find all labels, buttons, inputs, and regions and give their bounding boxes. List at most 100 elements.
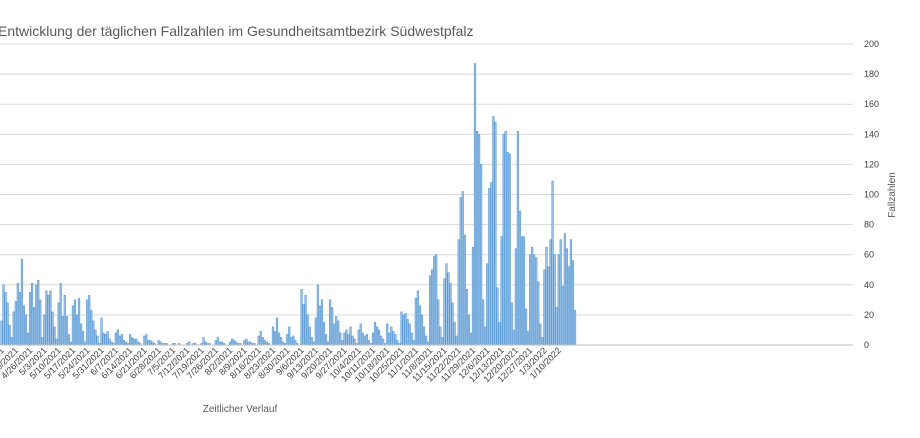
bar <box>320 299 324 346</box>
bar <box>26 332 30 346</box>
bar <box>135 338 138 346</box>
bar <box>12 311 15 346</box>
bar <box>33 307 36 346</box>
bar <box>96 335 99 346</box>
bar <box>545 246 548 346</box>
bar <box>461 191 464 346</box>
bar <box>551 180 554 346</box>
bar <box>486 263 489 346</box>
bar <box>512 329 515 346</box>
bar <box>92 320 95 346</box>
chart-title: Entwicklung der täglichen Fallzahlen im … <box>0 23 473 39</box>
bar <box>335 316 338 346</box>
bar <box>77 298 81 346</box>
bar <box>61 316 64 346</box>
bar <box>128 334 132 346</box>
bar <box>424 335 428 346</box>
bar <box>37 279 40 346</box>
bar <box>8 325 11 346</box>
bar <box>482 299 485 346</box>
y-tick-label: 20 <box>864 310 874 320</box>
bar <box>120 334 124 346</box>
bar <box>22 305 26 346</box>
bar <box>465 289 468 346</box>
bar <box>73 299 77 346</box>
bar <box>480 164 483 346</box>
bar <box>508 153 511 346</box>
bar <box>533 254 536 346</box>
bar <box>10 337 13 346</box>
bar <box>420 314 424 346</box>
bar <box>31 282 34 346</box>
bar <box>516 130 519 346</box>
bar <box>429 275 432 346</box>
bar <box>522 236 526 346</box>
bar <box>47 295 50 346</box>
bar <box>386 323 389 346</box>
bar <box>510 302 513 346</box>
bar <box>445 263 448 346</box>
y-tick-label: 160 <box>864 99 879 109</box>
bar <box>45 290 48 346</box>
bar <box>57 302 60 346</box>
bar <box>449 282 452 346</box>
gridlines <box>0 43 853 316</box>
bar <box>337 320 340 346</box>
bar <box>100 317 103 346</box>
bar <box>484 326 487 346</box>
bar <box>371 332 375 346</box>
bar <box>147 340 150 346</box>
bar <box>324 334 328 346</box>
bar <box>496 287 499 346</box>
bar <box>292 335 295 346</box>
bar <box>14 301 17 346</box>
bar <box>396 340 399 346</box>
bar <box>400 311 403 346</box>
bar <box>443 278 446 346</box>
bar <box>535 257 538 346</box>
bar <box>18 292 21 346</box>
bar <box>67 334 70 346</box>
bar <box>392 331 395 346</box>
bar <box>202 337 205 346</box>
bar <box>145 334 148 346</box>
bar <box>539 323 542 346</box>
bar <box>233 340 236 346</box>
bar <box>390 326 393 346</box>
bar <box>75 314 79 346</box>
bar <box>118 335 121 346</box>
bar <box>6 302 9 346</box>
bar <box>504 130 507 346</box>
bar <box>488 188 491 346</box>
y-tick-label: 180 <box>864 69 879 79</box>
bar <box>2 284 5 346</box>
bar <box>231 338 234 346</box>
y-tick-label: 200 <box>864 39 879 49</box>
bar <box>439 326 442 346</box>
bar <box>149 340 152 346</box>
bar <box>547 266 550 346</box>
y-tick-label: 140 <box>864 129 879 139</box>
bar <box>353 338 356 346</box>
bar <box>494 121 497 346</box>
bar <box>43 314 46 346</box>
bar <box>28 292 32 346</box>
bar <box>463 234 466 346</box>
bar <box>459 197 462 346</box>
bar <box>418 305 422 346</box>
bar <box>506 152 509 346</box>
bar <box>402 314 405 346</box>
bar <box>543 269 546 346</box>
bar <box>277 332 281 346</box>
bar <box>216 337 219 346</box>
bar <box>531 246 534 346</box>
bar <box>345 329 348 346</box>
bar <box>394 334 397 346</box>
bar <box>451 302 454 346</box>
bar <box>259 331 262 346</box>
bar <box>294 340 297 346</box>
bar <box>157 340 160 346</box>
bar <box>65 316 68 346</box>
bar <box>520 236 524 346</box>
